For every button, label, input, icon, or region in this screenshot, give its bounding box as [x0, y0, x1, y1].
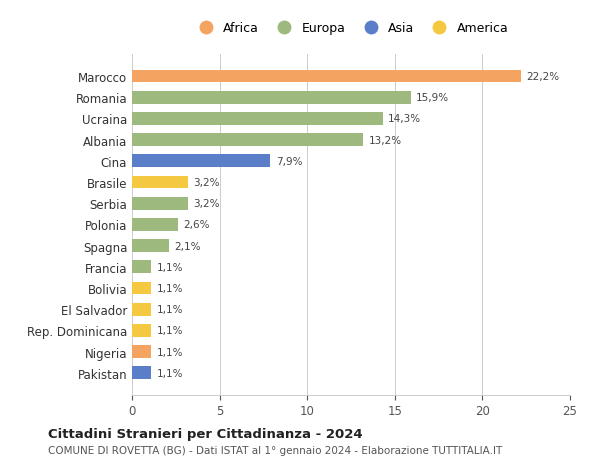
Text: 1,1%: 1,1% [157, 368, 183, 378]
Bar [132, 325, 151, 337]
Text: 1,1%: 1,1% [157, 283, 183, 293]
Text: 22,2%: 22,2% [526, 72, 559, 82]
Text: 2,6%: 2,6% [183, 220, 209, 230]
Bar [132, 282, 151, 295]
Legend: Africa, Europa, Asia, America: Africa, Europa, Asia, America [188, 17, 514, 40]
Text: 14,3%: 14,3% [388, 114, 421, 124]
Bar [132, 113, 383, 125]
Text: 3,2%: 3,2% [193, 178, 220, 188]
Text: 13,2%: 13,2% [368, 135, 401, 146]
Text: 1,1%: 1,1% [157, 262, 183, 272]
Bar [132, 218, 178, 231]
Text: 1,1%: 1,1% [157, 347, 183, 357]
Text: Cittadini Stranieri per Cittadinanza - 2024: Cittadini Stranieri per Cittadinanza - 2… [48, 427, 362, 440]
Bar [132, 155, 271, 168]
Text: 7,9%: 7,9% [275, 157, 302, 167]
Bar [132, 261, 151, 274]
Bar [132, 240, 169, 252]
Text: 15,9%: 15,9% [416, 93, 449, 103]
Bar [132, 134, 363, 147]
Bar [132, 92, 410, 104]
Bar [132, 197, 188, 210]
Text: 1,1%: 1,1% [157, 326, 183, 336]
Text: 1,1%: 1,1% [157, 304, 183, 314]
Text: COMUNE DI ROVETTA (BG) - Dati ISTAT al 1° gennaio 2024 - Elaborazione TUTTITALIA: COMUNE DI ROVETTA (BG) - Dati ISTAT al 1… [48, 445, 502, 455]
Bar [132, 176, 188, 189]
Bar [132, 367, 151, 379]
Bar [132, 71, 521, 83]
Text: 2,1%: 2,1% [174, 241, 200, 251]
Bar [132, 303, 151, 316]
Text: 3,2%: 3,2% [193, 199, 220, 209]
Bar [132, 346, 151, 358]
